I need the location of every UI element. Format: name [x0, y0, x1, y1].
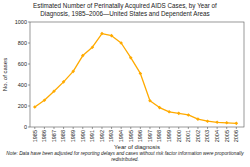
marker: [43, 98, 47, 102]
x-tick: [217, 127, 218, 129]
x-tick: [188, 127, 189, 129]
x-tick: [63, 127, 64, 129]
marker: [110, 34, 114, 38]
marker: [225, 121, 229, 125]
plot-data: [33, 32, 238, 125]
marker: [177, 112, 181, 116]
y-tick-label: 200: [18, 103, 27, 109]
x-tick-label: 1987: [51, 130, 57, 142]
y-tick: [28, 64, 30, 65]
x-tick-label: 2002: [195, 130, 201, 142]
x-tick: [236, 127, 237, 129]
chart: Estimated Number of Perinatally Acquired…: [0, 0, 250, 167]
x-tick: [111, 127, 112, 129]
y-tick: [28, 22, 30, 23]
y-tick-label: 600: [18, 61, 27, 67]
x-tick-label: 1999: [166, 130, 172, 142]
y-tick: [28, 127, 30, 128]
plot-frame: [30, 22, 244, 127]
marker: [139, 72, 143, 76]
x-tick: [207, 127, 208, 129]
y-tick-label: 400: [18, 82, 27, 88]
x-tick: [73, 127, 74, 129]
x-tick-label: 2001: [185, 130, 191, 142]
x-tick: [53, 127, 54, 129]
x-tick: [34, 127, 35, 129]
x-tick-label: 1995: [128, 130, 134, 142]
note: Note: Data have been adjusted for report…: [6, 151, 244, 162]
x-tick-label: 1992: [99, 130, 105, 142]
x-tick: [101, 127, 102, 129]
y-tick-label: 800: [18, 40, 27, 46]
x-tick-label: 1989: [70, 130, 76, 142]
marker: [100, 32, 104, 36]
x-tick: [178, 127, 179, 129]
x-tick: [121, 127, 122, 129]
marker: [187, 113, 191, 117]
marker: [235, 122, 239, 126]
y-tick: [28, 106, 30, 107]
x-tick: [226, 127, 227, 129]
x-tick-label: 1994: [118, 130, 124, 142]
marker: [215, 120, 219, 124]
marker: [167, 110, 171, 114]
marker: [52, 90, 56, 94]
y-axis-label: No. of cases: [2, 58, 8, 91]
x-tick-label: 1996: [137, 130, 143, 142]
x-tick: [92, 127, 93, 129]
x-tick-label: 2006: [233, 130, 239, 142]
x-tick: [130, 127, 131, 129]
x-tick: [169, 127, 170, 129]
marker: [62, 80, 66, 84]
y-tick-label: 0: [24, 124, 27, 130]
marker: [158, 106, 162, 110]
marker: [148, 99, 152, 103]
x-tick: [197, 127, 198, 129]
x-tick-label: 1988: [60, 130, 66, 142]
x-tick-label: 2005: [224, 130, 230, 142]
marker: [206, 119, 210, 123]
marker: [196, 117, 200, 121]
x-tick: [82, 127, 83, 129]
marker: [129, 56, 133, 60]
marker: [71, 70, 75, 74]
x-tick-label: 1998: [156, 130, 162, 142]
y-tick-label: 1000: [15, 19, 27, 25]
x-tick: [149, 127, 150, 129]
line: [35, 34, 237, 124]
x-tick-label: 2003: [204, 130, 210, 142]
subtitle: Diagnosis, 1985–2006—United States and D…: [40, 10, 209, 18]
x-tick-label: 1993: [108, 130, 114, 142]
x-axis-label: Year of diagnosis: [114, 144, 160, 150]
y-tick: [28, 85, 30, 86]
x-tick: [159, 127, 160, 129]
x-tick-label: 1991: [89, 130, 95, 142]
x-tick-label: 1985: [32, 130, 38, 142]
marker: [119, 41, 123, 45]
x-tick: [140, 127, 141, 129]
x-tick-label: 2004: [214, 130, 220, 142]
marker: [91, 45, 95, 49]
x-tick-label: 1986: [41, 130, 47, 142]
marker: [81, 54, 85, 58]
x-tick-label: 1990: [80, 130, 86, 142]
y-tick: [28, 43, 30, 44]
x-tick-label: 2000: [176, 130, 182, 142]
x-tick-label: 1997: [147, 130, 153, 142]
marker: [33, 105, 37, 109]
x-tick: [44, 127, 45, 129]
